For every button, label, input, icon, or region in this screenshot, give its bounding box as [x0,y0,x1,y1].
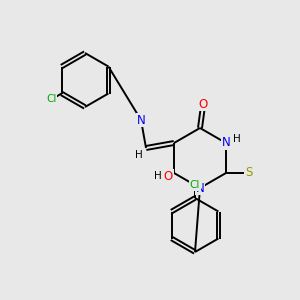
Text: N: N [222,136,230,149]
Text: O: O [164,169,172,182]
Text: H: H [233,134,241,144]
Text: Cl: Cl [46,94,56,104]
Text: N: N [136,113,146,127]
Text: H: H [135,150,143,160]
Text: H: H [154,171,162,181]
Text: N: N [196,182,204,194]
Text: S: S [245,167,253,179]
Text: O: O [198,98,208,110]
Text: Cl: Cl [190,180,200,190]
